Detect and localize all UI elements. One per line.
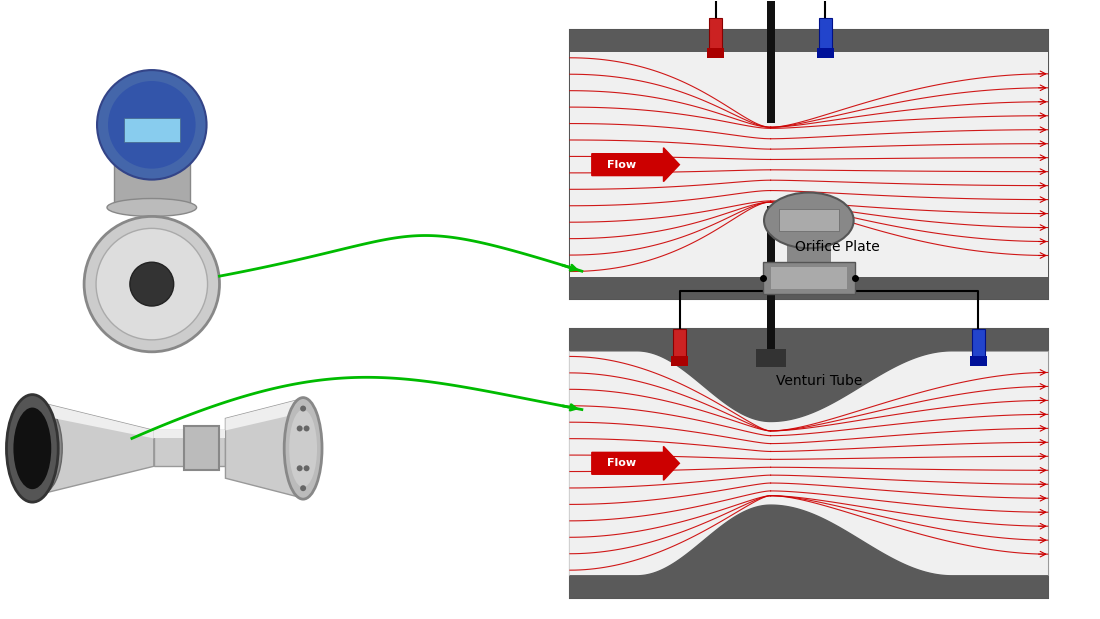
Circle shape — [297, 425, 302, 431]
Circle shape — [130, 262, 174, 306]
Bar — [124, 118, 179, 142]
Bar — [671, 356, 689, 366]
Bar — [154, 430, 226, 466]
Circle shape — [300, 405, 306, 412]
Bar — [756, 349, 785, 366]
Bar — [763, 262, 855, 294]
Ellipse shape — [19, 402, 63, 494]
FancyArrow shape — [592, 148, 680, 181]
Bar — [570, 30, 1048, 299]
Bar — [767, 207, 774, 277]
Ellipse shape — [284, 397, 322, 499]
Ellipse shape — [7, 395, 58, 502]
Polygon shape — [226, 399, 304, 430]
Bar — [673, 329, 686, 359]
Ellipse shape — [289, 410, 317, 487]
Bar — [570, 277, 1048, 299]
Bar — [771, 267, 847, 289]
Bar — [184, 426, 220, 470]
Bar — [970, 356, 987, 366]
Bar — [154, 430, 226, 438]
Circle shape — [96, 228, 208, 340]
Circle shape — [108, 81, 196, 168]
Bar — [779, 209, 838, 232]
Ellipse shape — [107, 199, 197, 217]
Bar — [767, 52, 774, 123]
Polygon shape — [41, 402, 154, 438]
FancyArrow shape — [592, 446, 680, 480]
Bar — [710, 19, 723, 51]
Bar — [166, 240, 179, 247]
Polygon shape — [570, 329, 1048, 422]
Bar — [767, 0, 774, 52]
Bar — [114, 118, 189, 207]
Bar — [786, 240, 830, 262]
Text: Flow: Flow — [607, 160, 636, 170]
Bar — [817, 48, 834, 58]
Polygon shape — [41, 402, 154, 494]
Circle shape — [304, 465, 309, 471]
Circle shape — [97, 70, 207, 180]
Text: Venturi Tube: Venturi Tube — [776, 374, 862, 387]
Bar — [972, 329, 984, 359]
Bar — [124, 240, 138, 247]
Circle shape — [300, 485, 306, 491]
Polygon shape — [570, 505, 1048, 598]
Bar — [767, 277, 774, 354]
Bar — [145, 206, 158, 279]
Ellipse shape — [13, 407, 52, 489]
Circle shape — [84, 217, 220, 352]
Bar — [570, 30, 1048, 52]
Bar — [707, 48, 724, 58]
Bar — [570, 52, 1048, 277]
Polygon shape — [226, 399, 304, 498]
Text: Orifice Plate: Orifice Plate — [795, 240, 880, 254]
Circle shape — [304, 425, 309, 431]
Polygon shape — [570, 351, 1048, 576]
Circle shape — [297, 465, 302, 471]
Bar — [818, 19, 832, 51]
Ellipse shape — [764, 193, 854, 248]
Bar — [570, 329, 1048, 598]
Text: Flow: Flow — [607, 458, 636, 469]
